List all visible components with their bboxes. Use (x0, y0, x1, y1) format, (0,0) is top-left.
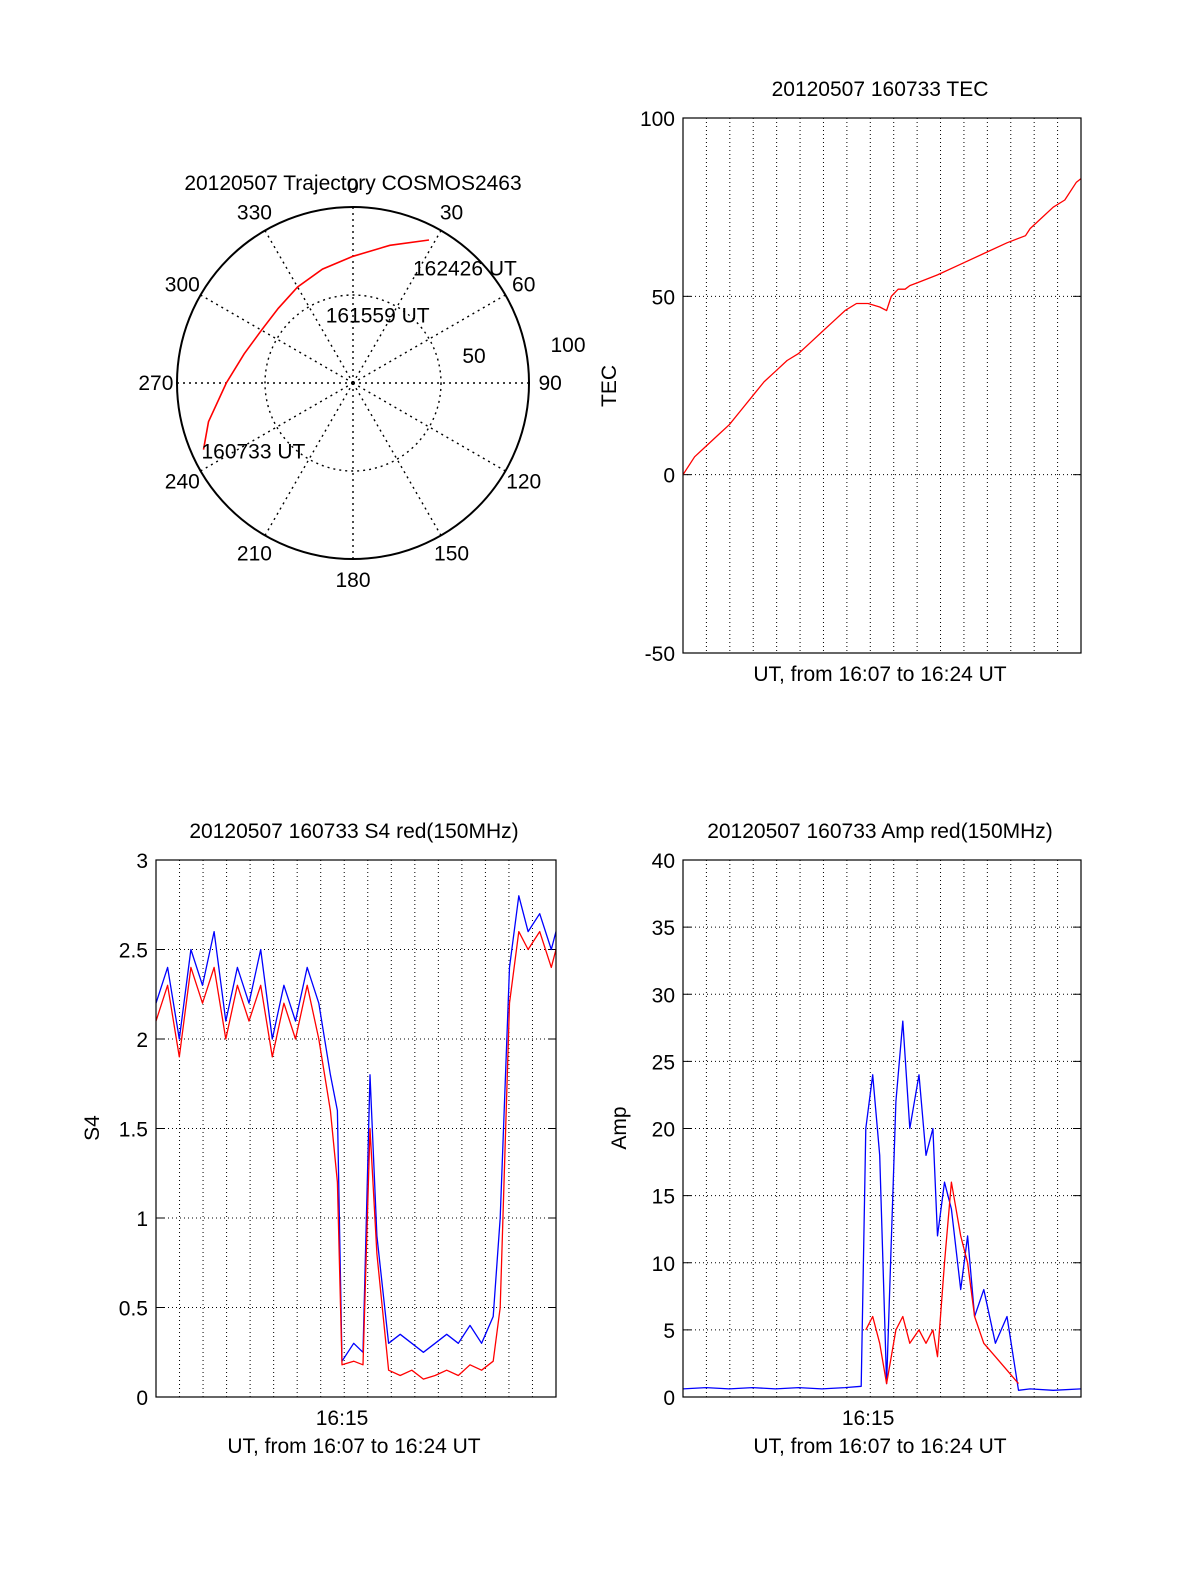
polar-annotation: 162426 UT (413, 257, 517, 280)
y-tick-label: 35 (652, 917, 675, 940)
series-line-2 (865, 1181, 1019, 1385)
polar-annotations: 160733 UT 161559 UT 162426 UT (201, 257, 517, 463)
tec-chart-title: 20120507 160733 TEC (772, 78, 989, 101)
tec-chart: 20120507 160733 TEC UT, from 16:07 to 16… (598, 78, 1082, 686)
y-tick-label: 2 (136, 1029, 148, 1052)
y-tick-label: 30 (652, 984, 675, 1007)
polar-angle-label: 210 (237, 543, 272, 566)
polar-series (202, 239, 430, 450)
y-tick-label: 0 (663, 1387, 675, 1410)
polar-angle-label: 30 (440, 201, 463, 224)
tec-x-axis-label: UT, from 16:07 to 16:24 UT (753, 663, 1006, 686)
x-tick-label: 16:15 (842, 1407, 895, 1430)
polar-angle-label: 240 (165, 471, 200, 494)
s4-chart-title: 20120507 160733 S4 red(150MHz) (189, 820, 518, 843)
amp-chart: 20120507 160733 Amp red(150MHz) UT, from… (608, 820, 1082, 1458)
y-tick-label: 5 (663, 1320, 675, 1343)
polar-angle-label: 180 (335, 569, 370, 592)
y-tick-label: 25 (652, 1051, 675, 1074)
polar-inner-ring (264, 294, 442, 472)
y-tick-label: 1.5 (119, 1119, 148, 1142)
polar-spoke (352, 382, 506, 472)
y-tick-label: 20 (652, 1119, 675, 1142)
polar-angle-label: 90 (538, 372, 561, 395)
s4-x-axis-label: UT, from 16:07 to 16:24 UT (227, 1435, 480, 1458)
amp-chart-title: 20120507 160733 Amp red(150MHz) (707, 820, 1053, 843)
y-tick-label: 100 (640, 108, 675, 131)
amp-y-axis-label: Amp (608, 1106, 631, 1149)
polar-radial-label: 50 (462, 345, 485, 368)
y-tick-label: -50 (645, 643, 675, 666)
y-tick-label: 50 (652, 286, 675, 309)
plot-frame (155, 859, 557, 1398)
series-line-2 (155, 930, 557, 1380)
y-tick-label: 1 (136, 1208, 148, 1231)
polar-annotation: 160733 UT (201, 441, 305, 464)
y-tick-label: 2.5 (119, 940, 148, 963)
polar-angle-label: 330 (237, 201, 272, 224)
y-tick-label: 40 (652, 850, 675, 873)
polar-trajectory-chart: 20120507 Trajectory COSMOS2463 0 30 60 90 12… (138, 172, 585, 592)
tec-y-axis-label: TEC (598, 365, 621, 407)
plot-frame (682, 859, 1082, 1398)
series-line-1 (682, 1020, 1082, 1391)
y-tick-label: 0 (136, 1387, 148, 1410)
series-line-1 (682, 178, 1082, 476)
polar-chart-title: 20120507 Trajectory COSMOS2463 (184, 172, 521, 195)
polar-grid (176, 206, 530, 560)
polar-angle-labels: 0 30 60 90 120 150 180 210 240 270 300 330 50 100 (138, 175, 585, 592)
polar-angle-label: 60 (512, 273, 535, 296)
s4-chart: 20120507 160733 S4 red(150MHz) UT, from … (81, 820, 557, 1458)
polar-annotation: 161559 UT (326, 305, 430, 328)
y-tick-label: 15 (652, 1186, 675, 1209)
x-tick-label: 16:15 (316, 1407, 369, 1430)
y-tick-label: 3 (136, 850, 148, 873)
polar-angle-label: 150 (434, 543, 469, 566)
y-tick-label: 10 (652, 1253, 675, 1276)
polar-radial-label: 100 (550, 334, 585, 357)
trajectory-line (202, 239, 430, 450)
y-tick-label: 0 (663, 465, 675, 488)
s4-y-axis-label: S4 (81, 1115, 104, 1141)
plot-frame (682, 117, 1082, 654)
polar-angle-label: 0 (347, 175, 359, 198)
amp-x-axis-label: UT, from 16:07 to 16:24 UT (753, 1435, 1006, 1458)
y-tick-label: 0.5 (119, 1298, 148, 1321)
polar-angle-label: 120 (506, 471, 541, 494)
polar-angle-label: 270 (138, 372, 173, 395)
polar-angle-label: 300 (165, 273, 200, 296)
